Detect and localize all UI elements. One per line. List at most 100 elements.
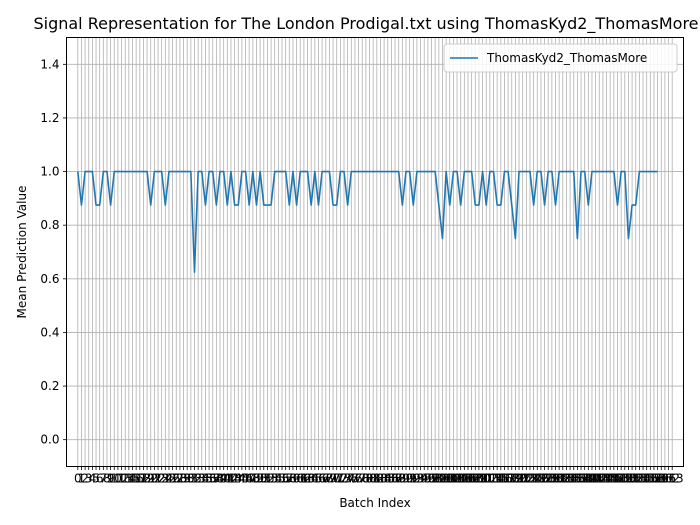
x-tick-label: 55 [271,472,286,486]
legend-box [443,43,678,73]
x-tick-label: 95 [417,472,432,486]
x-tick-label: 69 [322,472,337,486]
x-tick-label: 2 [81,472,89,486]
x-tick-label: 89 [395,472,410,486]
x-tick-label: 30 [180,472,195,486]
plot-frame [66,37,684,467]
x-tick-label: 91 [402,472,417,486]
y-tick-label: 0.6 [40,272,59,286]
x-tick-label: 157 [639,472,662,486]
x-tick-label: 92 [406,472,421,486]
x-tick-label: 160 [650,472,673,486]
y-tick-label: 0.0 [40,433,59,447]
x-tick-label: 149 [610,472,633,486]
x-tick-label: 134 [555,472,578,486]
x-tick-label: 27 [169,472,184,486]
x-tick-label: 125 [522,472,545,486]
x-tick-label: 31 [183,472,198,486]
legend: ThomasKyd2_ThomasMore [443,43,678,73]
x-tick-label: 17 [132,472,147,486]
x-tick-label: 8 [103,472,111,486]
x-tick-label: 60 [289,472,304,486]
x-tick-label: 131 [544,472,567,486]
x-tick-label: 24 [158,472,173,486]
x-tick-label: 66 [311,472,326,486]
x-tick-label: 155 [632,472,655,486]
x-tick-label: 13 [118,472,133,486]
x-tick-label: 54 [267,472,282,486]
x-tick-label: 3 [85,472,93,486]
x-tick-label: 5 [92,472,100,486]
x-tick-label: 135 [559,472,582,486]
x-tick-label: 161 [653,472,676,486]
x-tick-label: 42 [223,472,238,486]
x-tick-label: 18 [136,472,151,486]
x-tick-label: 70 [325,472,340,486]
x-tick-label: 79 [358,472,373,486]
x-tick-label: 80 [362,472,377,486]
x-tick-label: 109 [464,472,487,486]
x-tick-label: 106 [453,472,476,486]
x-tick-label: 36 [201,472,216,486]
x-tick-label: 78 [355,472,370,486]
x-tick-label: 150 [613,472,636,486]
x-tick-label: 153 [624,472,647,486]
x-tick-label: 116 [489,472,512,486]
x-tick-label: 84 [376,472,391,486]
x-tick-label: 62 [296,472,311,486]
x-tick-label: 7 [100,472,108,486]
x-tick-label: 130 [540,472,563,486]
x-tick-label: 154 [628,472,651,486]
x-tick-label: 4 [89,472,97,486]
x-tick-label: 96 [420,472,435,486]
x-tick-label: 48 [245,472,260,486]
x-tick-label: 88 [391,472,406,486]
x-tick-label: 77 [351,472,366,486]
x-tick-label: 56 [274,472,289,486]
chart-title: Signal Representation for The London Pro… [33,14,698,34]
x-tick-label: 123 [515,472,538,486]
series-layer [77,170,658,273]
x-axis-label: Batch Index [339,496,410,510]
x-tick-label: 19 [139,472,154,486]
x-tick-label: 133 [551,472,574,486]
x-tick-label: 45 [234,472,249,486]
x-tick-label: 163 [661,472,684,486]
x-tick-label: 139 [573,472,596,486]
x-tick-label: 73 [336,472,351,486]
x-tick-label: 124 [519,472,542,486]
x-tick-label: 146 [599,472,622,486]
x-tick-label: 120 [504,472,527,486]
x-tick-label: 25 [161,472,176,486]
legend-label: ThomasKyd2_ThomasMore [486,51,647,65]
x-tick-label: 113 [478,472,501,486]
x-tick-label: 14 [121,472,136,486]
x-tick-label: 117 [493,472,516,486]
x-tick-label: 138 [570,472,593,486]
x-tick-label: 129 [537,472,560,486]
x-tick-label: 137 [566,472,589,486]
x-tick-label: 122 [511,472,534,486]
y-tick-label: 1.2 [40,111,59,125]
x-tick-label: 50 [252,472,267,486]
x-tick-label: 64 [304,472,319,486]
x-tick-label: 162 [657,472,680,486]
x-tick-label: 127 [529,472,552,486]
x-tick-label: 97 [424,472,439,486]
x-tick-label: 65 [307,472,322,486]
x-tick-label: 46 [238,472,253,486]
x-tick-label: 108 [460,472,483,486]
x-tick-label: 98 [428,472,443,486]
x-tick-label: 1 [78,472,86,486]
x-tick-label: 104 [446,472,469,486]
x-tick-label: 99 [431,472,446,486]
x-tick-label: 23 [154,472,169,486]
x-tick-label: 71 [329,472,344,486]
x-tick-label: 38 [209,472,224,486]
x-tick-label: 37 [205,472,220,486]
x-tick-label: 15 [125,472,140,486]
x-tick-label: 86 [384,472,399,486]
x-tick-label: 16 [129,472,144,486]
series-line-0 [77,170,658,273]
